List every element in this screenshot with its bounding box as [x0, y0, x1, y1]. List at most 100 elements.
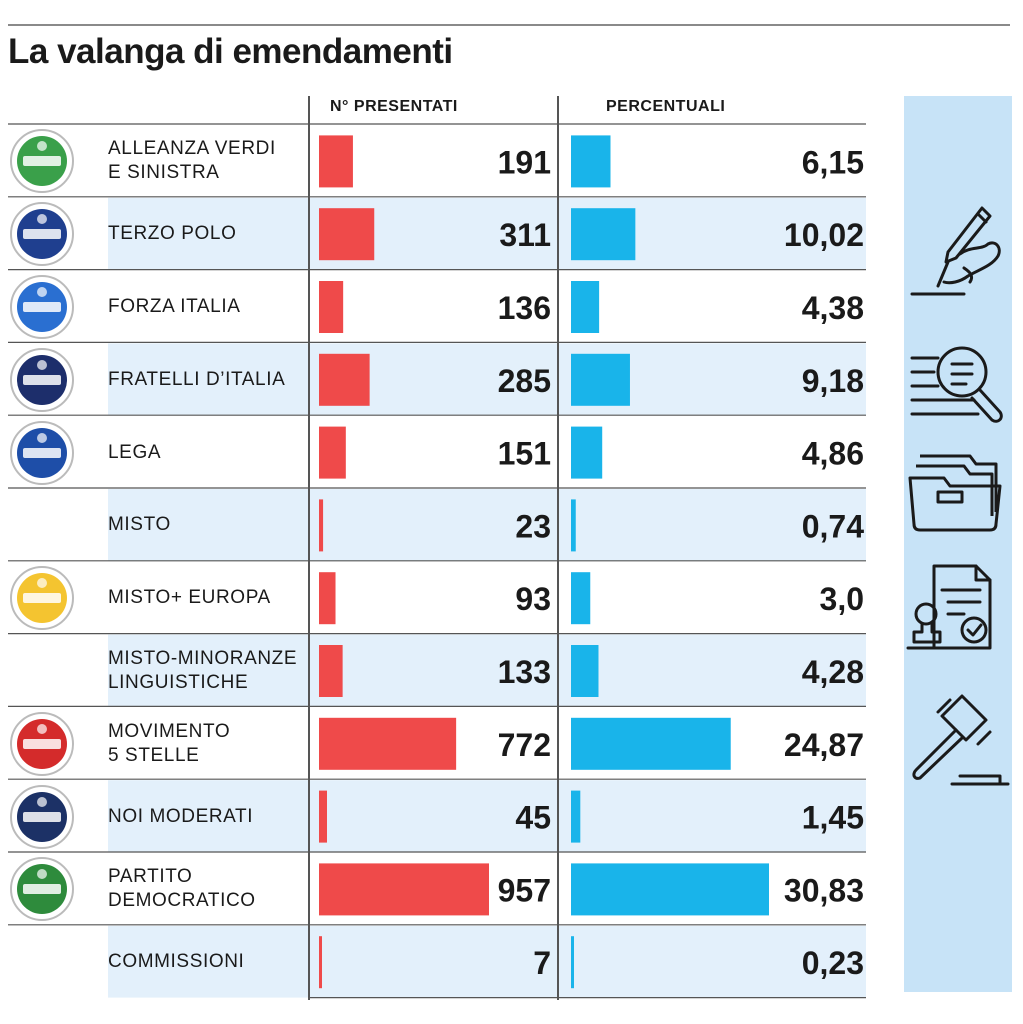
category-label: MISTO-MINORANZE LINGUISTICHE	[108, 647, 297, 695]
row-band	[108, 925, 866, 998]
category-label-line: DEMOCRATICO	[108, 890, 256, 912]
document-search-icon	[910, 346, 1003, 423]
certificate-stamp-icon	[906, 564, 992, 650]
category-label-line: MISTO+ EUROPA	[108, 587, 271, 609]
count-bar	[319, 135, 353, 188]
count-value-label: 133	[498, 654, 551, 690]
row-band	[108, 634, 866, 707]
percent-value-label: 24,87	[784, 727, 864, 763]
percent-value-label: 4,28	[802, 654, 864, 690]
category-label-line: E SINISTRA	[108, 162, 220, 184]
category-label: ALLEANZA VERDI E SINISTRA	[108, 137, 276, 185]
category-label-line: MISTO-MINORANZE	[108, 648, 298, 669]
count-value-label: 23	[515, 508, 551, 544]
header-percent: PERCENTUALI	[606, 98, 726, 115]
percent-bar	[571, 717, 731, 770]
count-bar	[319, 790, 327, 843]
count-bar	[319, 863, 489, 916]
category-label-line: TERZO POLO	[108, 223, 237, 245]
percent-bar	[571, 135, 611, 188]
category-label-line: FORZA ITALIA	[108, 296, 241, 317]
noi-moderati-logo	[9, 784, 75, 850]
avs-logo	[9, 128, 75, 194]
category-label-line: PARTITO	[108, 866, 193, 888]
category-label-line: LINGUISTICHE	[108, 672, 249, 693]
category-label-line: NOI MODERATI	[108, 805, 254, 827]
count-value-label: 7	[533, 945, 551, 981]
pen-signing-icon	[910, 206, 1001, 296]
count-value-label: 285	[498, 363, 551, 399]
header-count: N° PRESENTATI	[330, 98, 458, 115]
category-label: FORZA ITALIA	[108, 295, 240, 319]
percent-value-label: 30,83	[784, 872, 864, 908]
count-bar	[319, 572, 336, 625]
percent-bar	[571, 645, 599, 697]
gavel-icon	[912, 694, 1010, 786]
category-label-line: MOVIMENTO	[108, 720, 231, 742]
percent-bar	[571, 572, 591, 625]
row-band	[108, 489, 866, 561]
top-rule	[8, 24, 1010, 26]
percent-bar	[571, 426, 603, 479]
percent-bar	[571, 790, 581, 843]
count-value-label: 151	[498, 436, 551, 472]
category-label-line: COMMISSIONI	[108, 951, 245, 973]
count-bar	[319, 645, 343, 697]
percent-value-label: 9,18	[802, 363, 864, 399]
count-bar	[319, 426, 346, 479]
percent-value-label: 1,45	[802, 800, 864, 836]
percent-bar	[571, 353, 630, 406]
forza-italia-logo	[9, 274, 75, 340]
column-divider-2	[557, 96, 559, 1000]
percent-value-label: 0,23	[802, 945, 864, 981]
percent-bar	[571, 499, 576, 552]
count-value-label: 93	[515, 581, 551, 617]
m5s-logo	[9, 711, 75, 777]
percent-bar	[571, 208, 636, 261]
percent-value-label: 10,02	[784, 217, 864, 253]
percent-value-label: 3,0	[820, 581, 864, 617]
category-label: NOI MODERATI	[108, 805, 253, 829]
column-divider-1	[308, 96, 310, 1000]
category-label: MOVIMENTO 5 STELLE	[108, 720, 230, 768]
count-value-label: 45	[515, 800, 551, 836]
percent-bar	[571, 863, 769, 916]
category-label: MISTO	[108, 513, 171, 537]
percent-bar	[571, 281, 600, 333]
fratelli-italia-logo	[9, 347, 75, 413]
chart-title: La valanga di emendamenti	[8, 32, 453, 71]
category-label-line: ALLEANZA VERDI	[108, 138, 276, 160]
percent-value-label: 4,38	[802, 290, 864, 326]
category-label: MISTO+ EUROPA	[108, 586, 271, 610]
count-bar	[319, 499, 324, 552]
count-value-label: 191	[498, 144, 551, 180]
count-value-label: 136	[498, 290, 551, 326]
category-label: PARTITO DEMOCRATICO	[108, 865, 256, 913]
count-bar	[319, 353, 370, 406]
percent-value-label: 6,15	[802, 144, 864, 180]
category-label-line: FRATELLI D’ITALIA	[108, 368, 286, 390]
row-band	[108, 343, 866, 416]
piu-europa-logo	[9, 565, 75, 631]
folder-icon	[908, 454, 1002, 532]
count-bar	[319, 936, 322, 989]
row-band	[108, 197, 866, 270]
category-label: COMMISSIONI	[108, 950, 244, 974]
percent-bar	[571, 936, 574, 989]
decorative-side-panel	[904, 96, 1012, 992]
count-bar	[319, 208, 375, 261]
terzo-polo-logo	[9, 201, 75, 267]
category-label-line: LEGA	[108, 441, 162, 463]
count-value-label: 772	[498, 727, 551, 763]
row-band	[108, 780, 866, 852]
pd-logo	[9, 856, 75, 922]
category-label: FRATELLI D’ITALIA	[108, 368, 285, 392]
percent-value-label: 4,86	[802, 436, 864, 472]
count-bar	[319, 717, 457, 770]
count-value-label: 311	[499, 217, 551, 253]
percent-value-label: 0,74	[802, 508, 864, 544]
category-label: LEGA	[108, 441, 161, 465]
category-label-line: 5 STELLE	[108, 744, 200, 766]
category-label-line: MISTO	[108, 514, 171, 536]
